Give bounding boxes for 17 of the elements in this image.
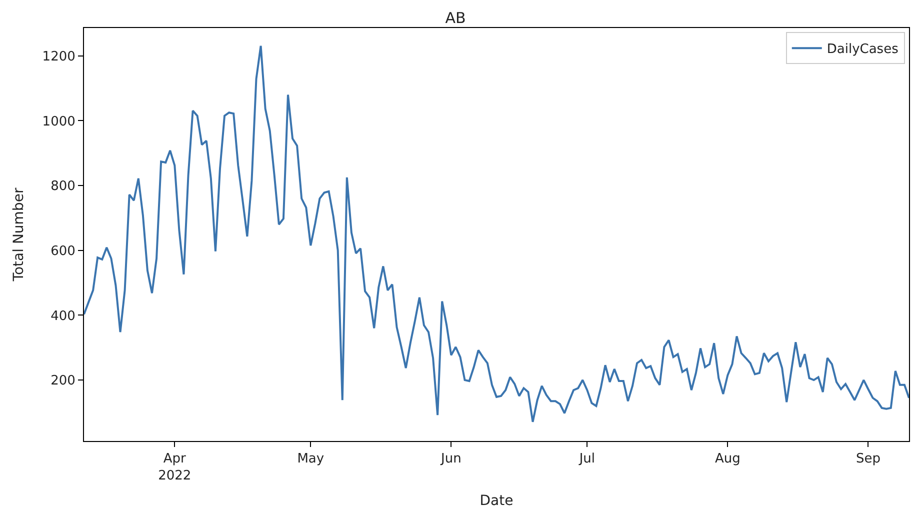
y-tick-label: 1000 — [42, 114, 76, 130]
x-tick-label: Jul — [578, 452, 596, 467]
y-axis-title: Total Number — [10, 188, 27, 282]
x-tick-label: Jun — [440, 452, 462, 467]
x-tick-label: Apr 2022 — [158, 452, 192, 484]
x-tick-label: Aug — [714, 452, 740, 467]
x-axis-title: Date — [480, 493, 514, 509]
chart-title: AB — [445, 9, 466, 28]
y-tick-label: 1200 — [42, 49, 76, 64]
y-tick-label: 800 — [50, 179, 76, 194]
y-tick-label: 200 — [50, 374, 76, 389]
line-series — [84, 44, 909, 423]
y-tick-label: 600 — [50, 244, 76, 259]
x-tick-label: Sep — [856, 452, 880, 467]
y-tick-label: 400 — [50, 308, 76, 324]
legend-label: DailyCases — [826, 42, 899, 58]
x-tick-label: May — [297, 452, 324, 467]
